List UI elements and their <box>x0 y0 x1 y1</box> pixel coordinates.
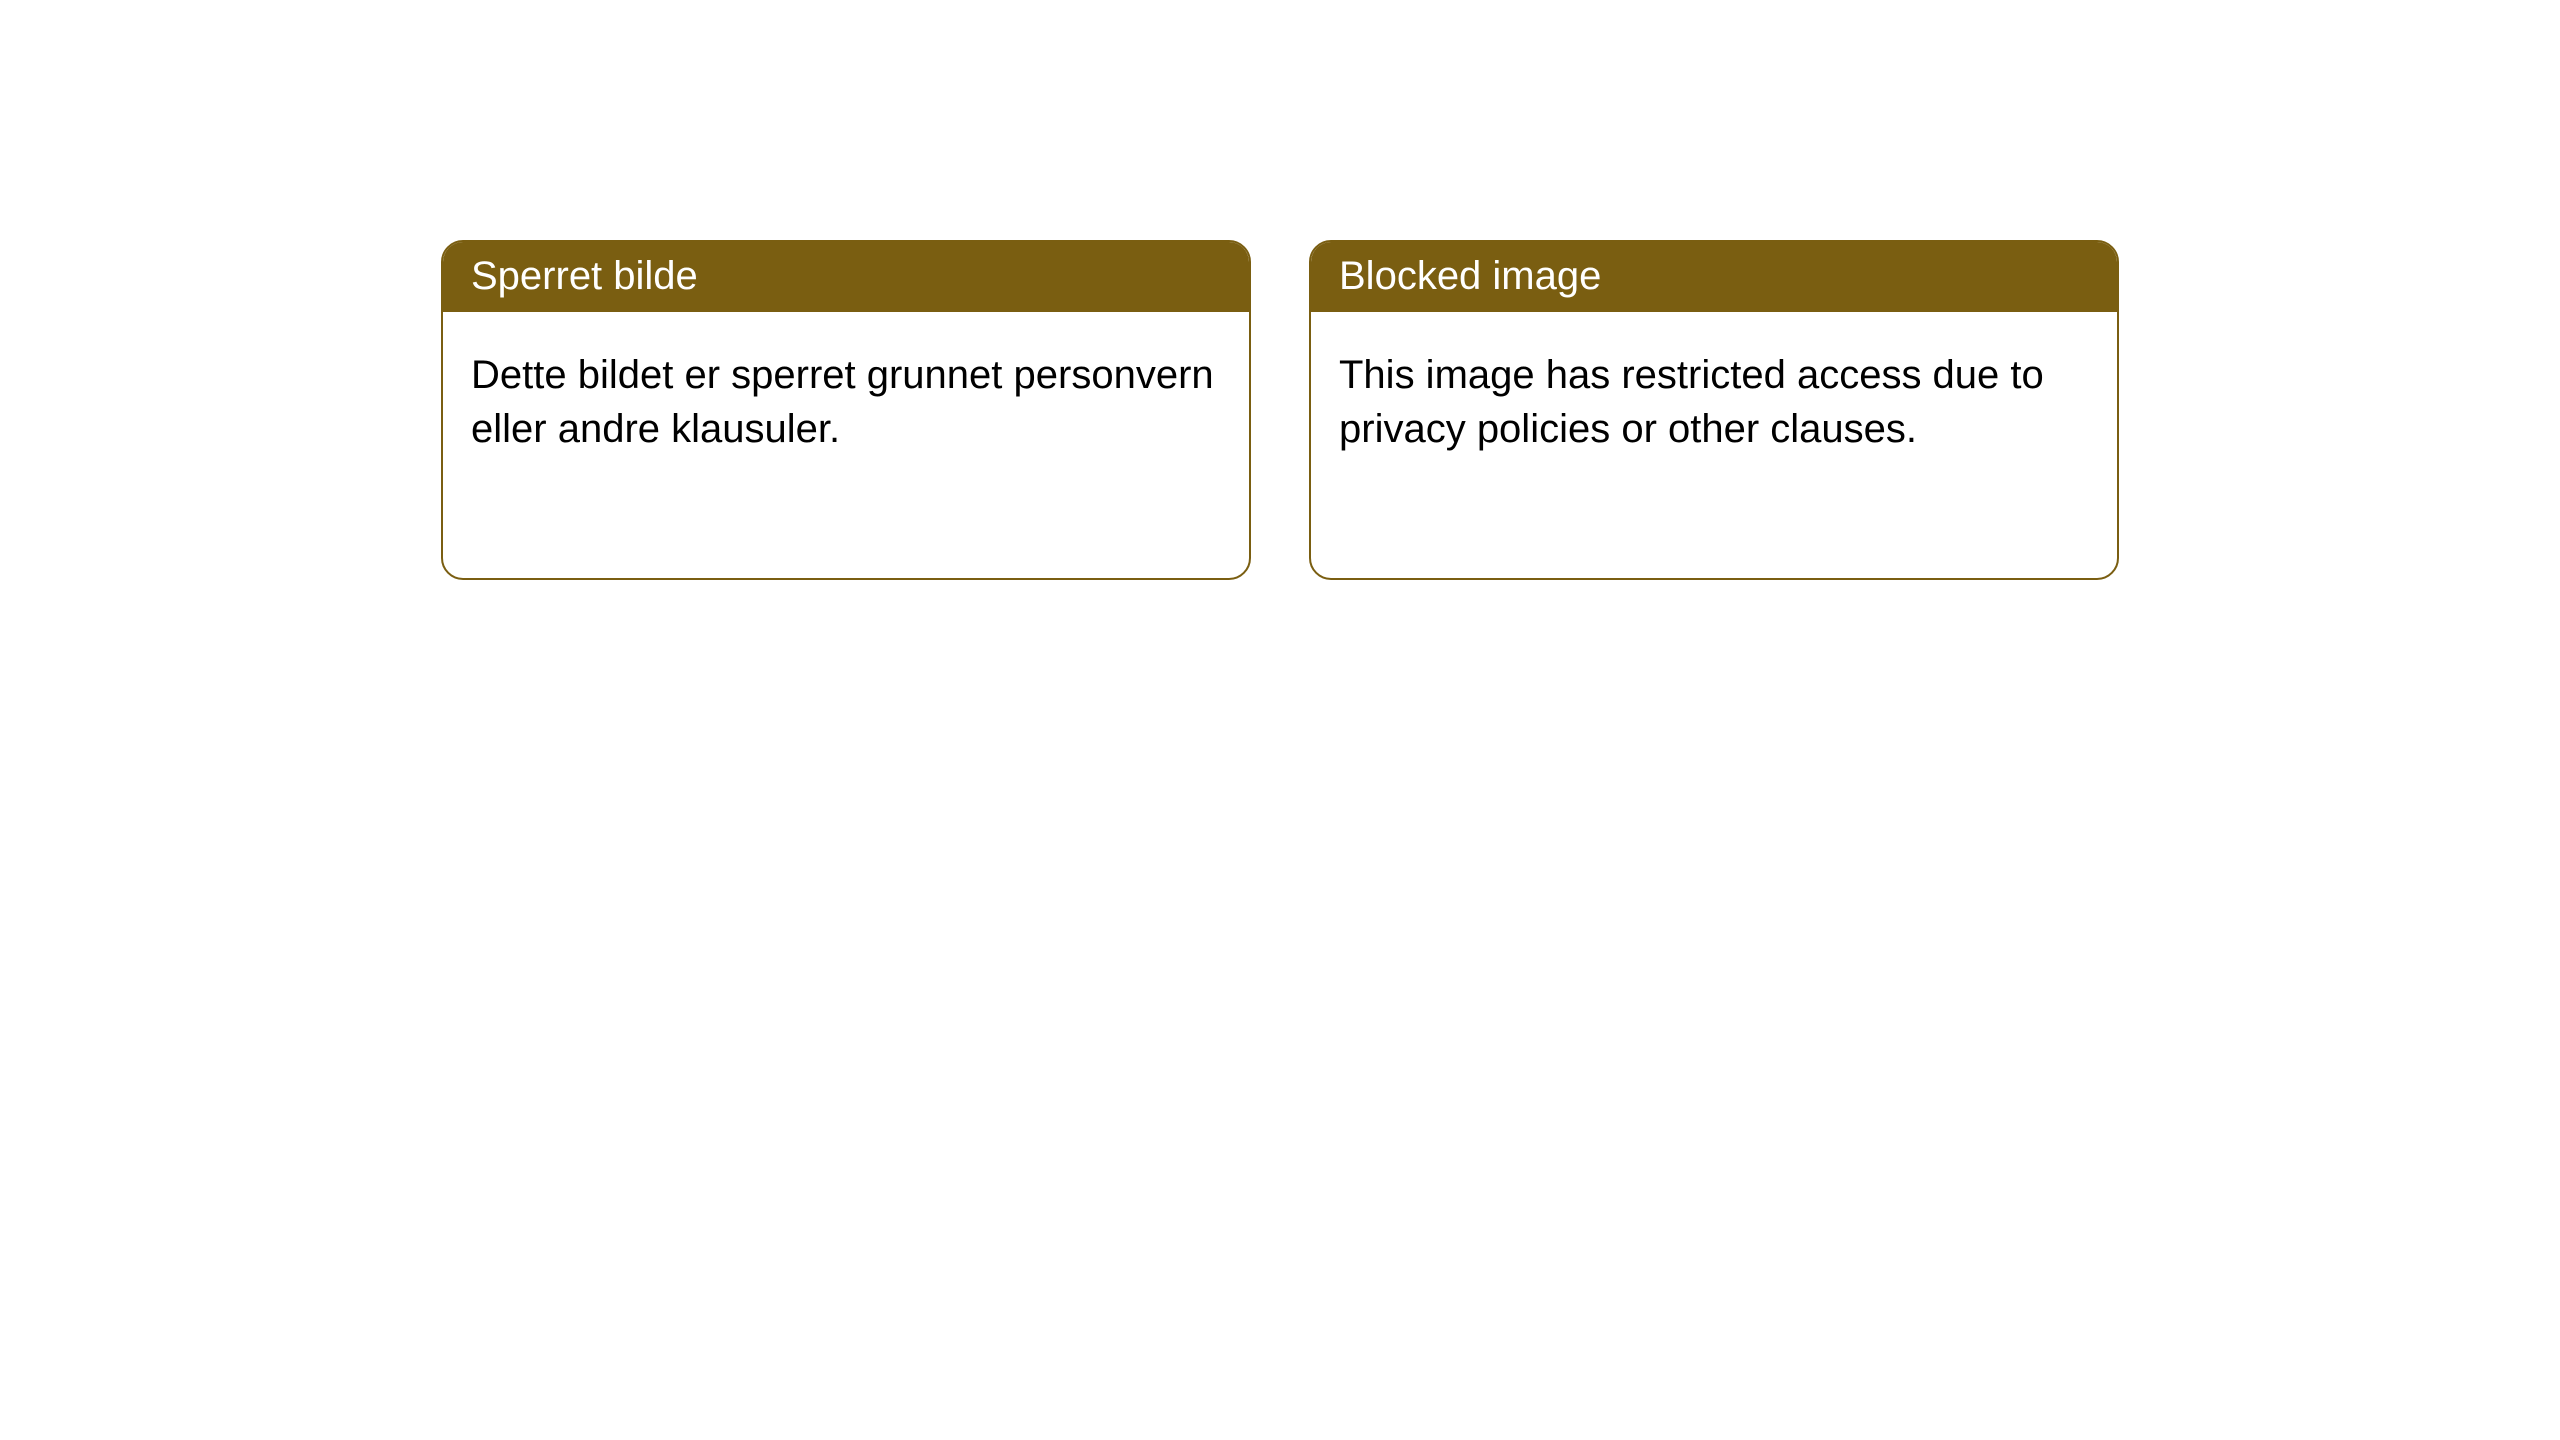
card-header-text: Blocked image <box>1339 254 1601 298</box>
card-body-norwegian: Dette bildet er sperret grunnet personve… <box>443 312 1249 492</box>
card-body-text: Dette bildet er sperret grunnet personve… <box>471 353 1214 451</box>
card-header-norwegian: Sperret bilde <box>443 242 1249 312</box>
card-header-text: Sperret bilde <box>471 254 698 298</box>
card-body-english: This image has restricted access due to … <box>1311 312 2117 492</box>
blocked-image-card-english: Blocked image This image has restricted … <box>1309 240 2119 580</box>
cards-container: Sperret bilde Dette bildet er sperret gr… <box>441 240 2119 580</box>
card-header-english: Blocked image <box>1311 242 2117 312</box>
blocked-image-card-norwegian: Sperret bilde Dette bildet er sperret gr… <box>441 240 1251 580</box>
card-body-text: This image has restricted access due to … <box>1339 353 2044 451</box>
